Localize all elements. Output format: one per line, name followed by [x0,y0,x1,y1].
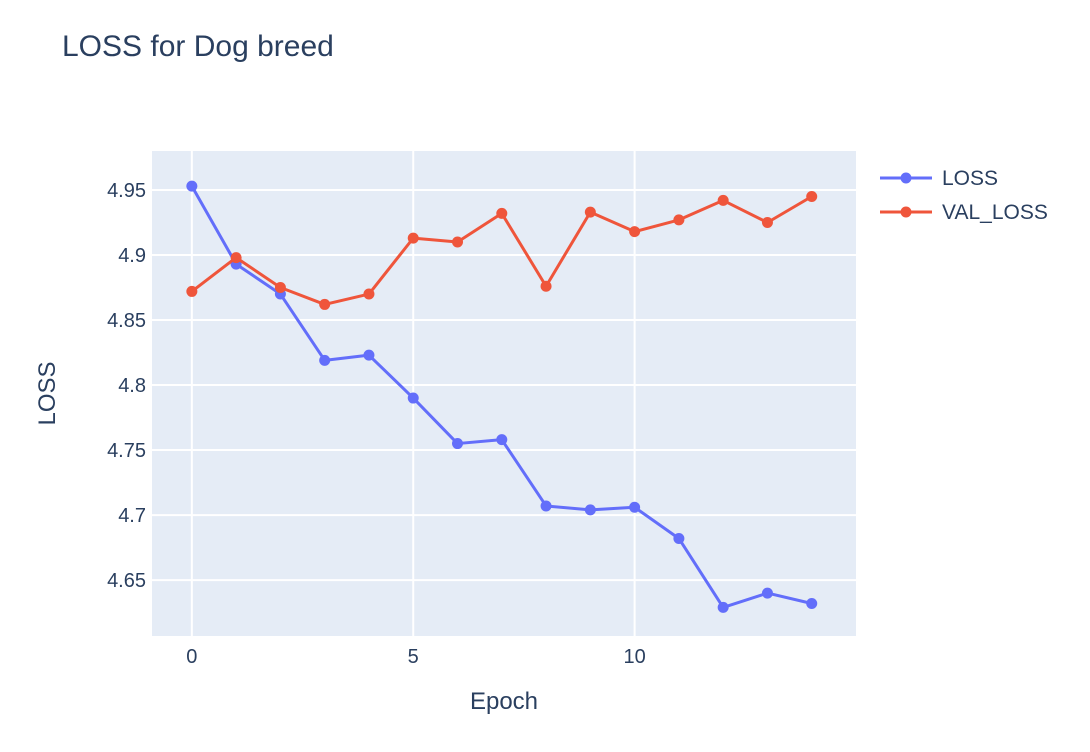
data-point [717,601,729,613]
data-point [761,587,773,599]
series-layer [186,180,818,613]
y-axis-ticks: 4.65 4.7 4.75 4.8 4.85 4.9 4.95 [107,180,146,592]
legend-label: LOSS [942,167,998,190]
data-point [584,504,596,516]
data-point [584,206,596,218]
data-point [452,438,464,450]
x-axis-title: Epoch [470,688,538,715]
y-tick-label: 4.9 [118,245,146,267]
y-tick-label: 4.75 [107,440,146,462]
data-point [230,252,242,264]
y-tick-label: 4.65 [107,570,146,592]
legend-item-val-loss[interactable]: VAL_LOSS [880,201,1048,224]
data-point [629,226,641,238]
data-point [673,214,685,226]
data-point [319,354,331,366]
data-point [806,191,818,203]
series-val-loss [186,191,818,310]
legend-item-loss[interactable]: LOSS [880,167,998,190]
data-point [186,285,198,297]
y-tick-label: 4.7 [118,505,146,527]
plot-area [152,151,856,636]
data-point [186,180,198,192]
y-tick-label: 4.85 [107,310,146,332]
data-point [363,288,375,300]
x-tick-label: 10 [623,646,645,668]
data-point [761,217,773,229]
data-point [407,232,419,244]
data-point [540,500,552,512]
data-point [319,298,331,310]
legend-marker [900,206,912,218]
y-tick-label: 4.95 [107,180,146,202]
data-point [717,194,729,206]
data-point [363,349,375,361]
data-point [274,282,286,294]
series-loss [186,180,818,613]
y-axis-title: LOSS [34,361,61,425]
chart-title: LOSS for Dog breed [62,30,334,63]
x-tick-label: 0 [186,646,197,668]
x-axis-ticks: 0 5 10 [186,646,645,668]
data-point [407,392,419,404]
legend[interactable]: LOSS VAL_LOSS [880,167,1048,224]
data-point [496,207,508,219]
data-point [540,280,552,292]
x-tick-label: 5 [408,646,419,668]
data-point [673,532,685,544]
data-point [496,434,508,446]
grid-lines [152,151,856,636]
y-tick-label: 4.8 [118,375,146,397]
legend-marker [900,172,912,184]
legend-label: VAL_LOSS [942,201,1048,224]
data-point [452,236,464,248]
data-point [806,597,818,609]
data-point [629,501,641,513]
